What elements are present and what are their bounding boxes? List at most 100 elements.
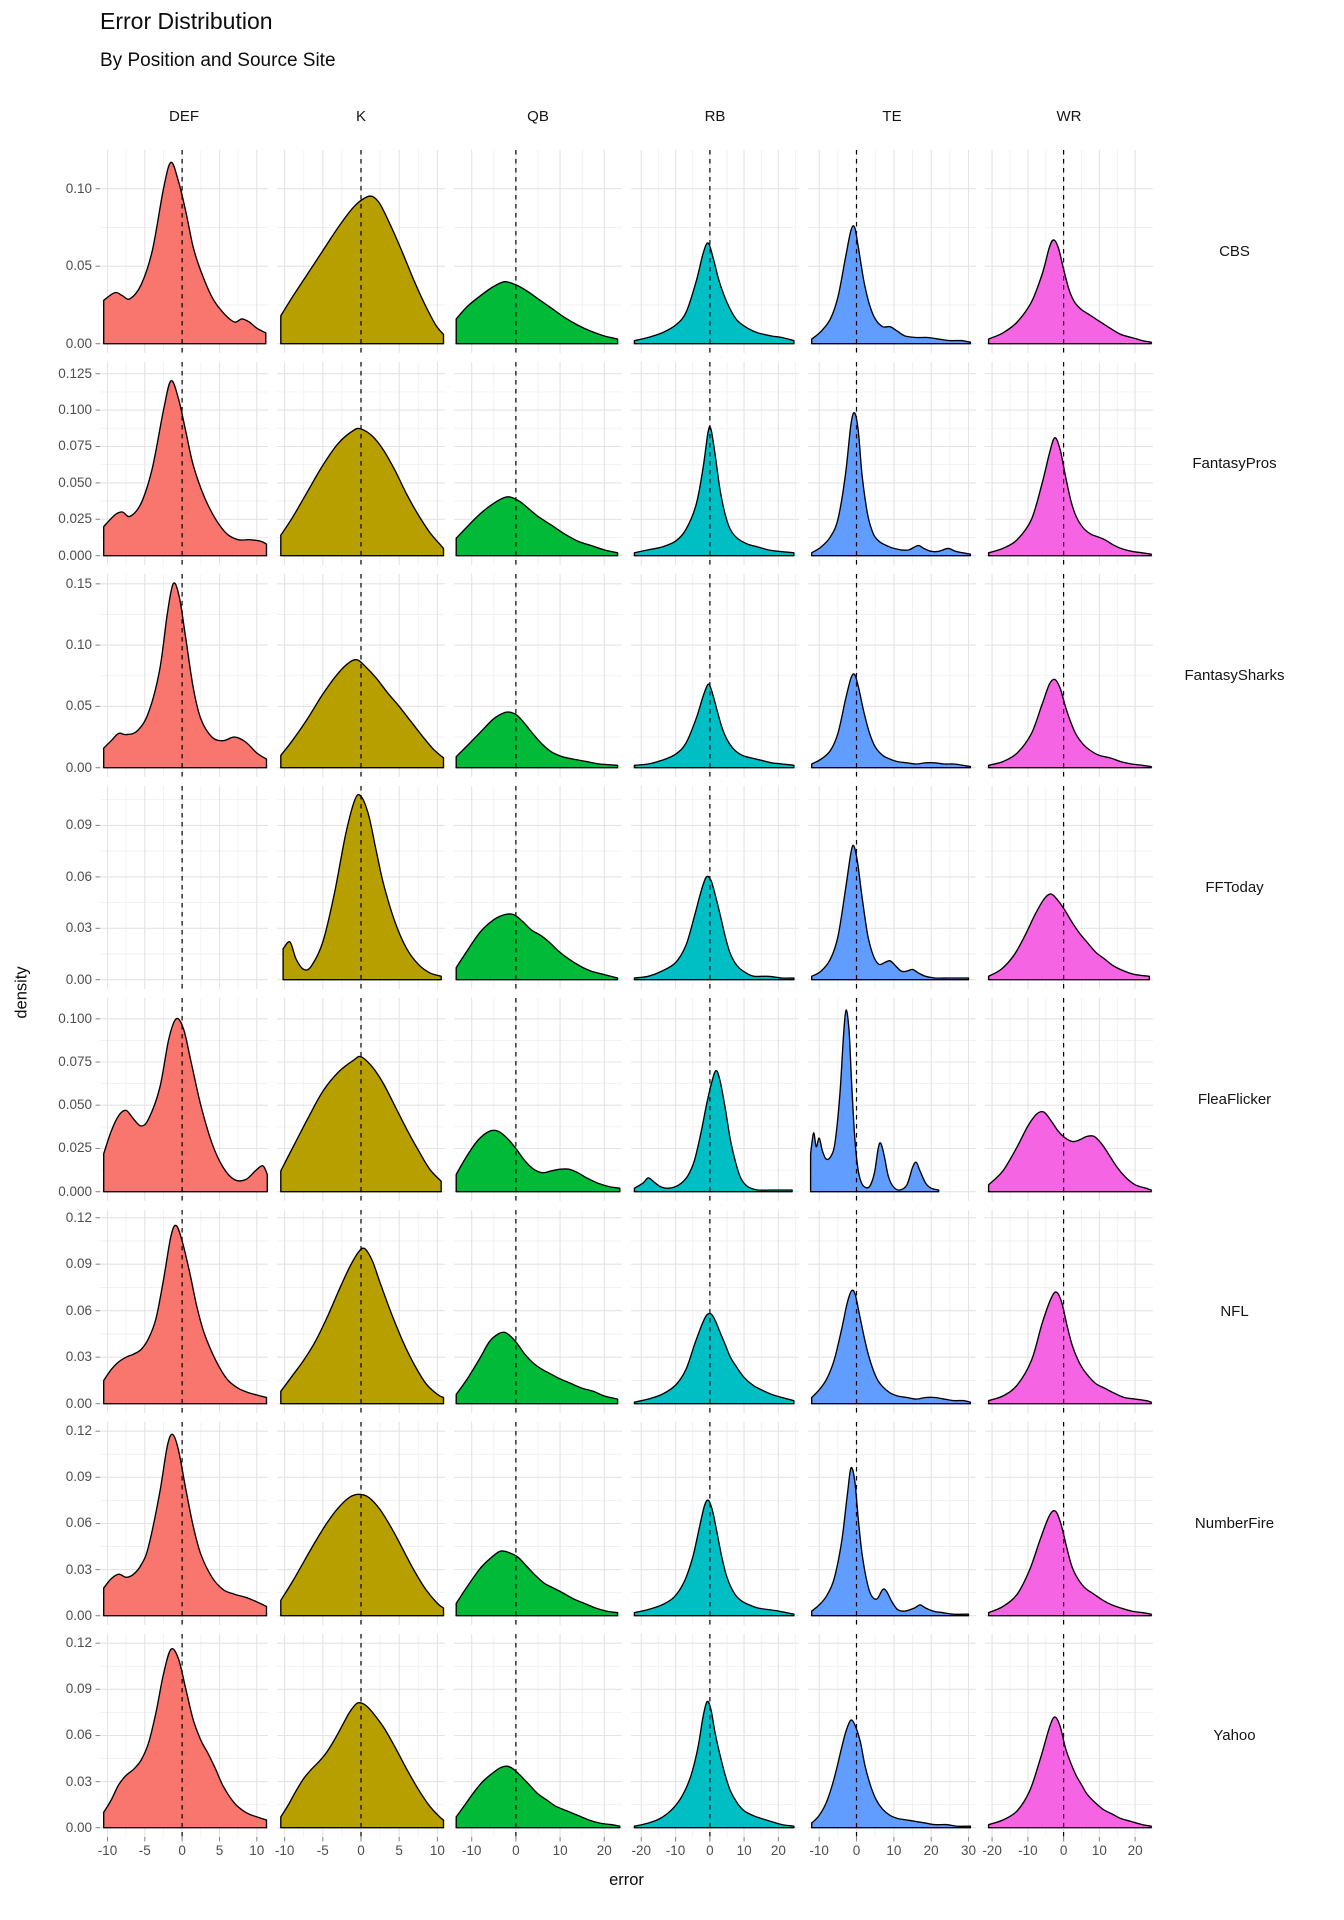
density-area-K (280, 1493, 445, 1617)
density-area-K (280, 658, 445, 769)
density-area-TE (811, 225, 972, 345)
panel-CBS-K (277, 150, 445, 353)
y-tick-label: 0.00 (65, 971, 92, 987)
density-area-TE (811, 673, 972, 769)
panel-CBS-WR (985, 150, 1153, 353)
y-tick-label: 0.075 (58, 1053, 92, 1069)
density-area-QB (455, 1550, 619, 1617)
panel-FantasySharks-WR (985, 574, 1153, 777)
x-tick-label: 20 (923, 1843, 939, 1858)
panel-Yahoo-WR (985, 1634, 1153, 1842)
panel-FFToday-RB (631, 786, 799, 989)
panel-FantasySharks-QB (454, 574, 622, 777)
panel-FantasyPros-RB (631, 362, 799, 565)
density-area-WR (987, 678, 1152, 769)
y-tick-label: 0.00 (65, 1819, 92, 1835)
panel-NumberFire-TE (808, 1422, 976, 1625)
density-area-DEF (103, 582, 268, 769)
density-area-DEF (103, 1224, 268, 1405)
row-strip-FantasySharks: FantasySharks (1184, 667, 1285, 684)
panel-NumberFire-WR (985, 1422, 1153, 1625)
col-strip-RB: RB (704, 108, 726, 125)
density-area-WR (987, 1510, 1152, 1617)
density-area-RB (633, 1312, 795, 1405)
y-tick-label: 0.00 (65, 759, 92, 775)
y-tick-label: 0.15 (65, 575, 92, 591)
panel-FleaFlicker-TE (808, 998, 976, 1201)
panel-FantasySharks-TE (808, 574, 976, 777)
density-area-TE (811, 844, 970, 981)
y-tick-label: 0.00 (65, 335, 92, 351)
y-tick-label: 0.12 (65, 1635, 92, 1651)
y-tick-label: 0.00 (65, 1395, 92, 1411)
density-area-WR (987, 1716, 1152, 1829)
panel-FleaFlicker-RB (631, 998, 799, 1201)
density-area-QB (455, 281, 619, 345)
density-area-QB (455, 1331, 619, 1405)
panel-FFToday-TE (808, 786, 976, 989)
row-strip-FFToday: FFToday (1205, 879, 1264, 896)
y-tick-label: 0.050 (58, 474, 92, 490)
panel-FantasyPros-K (277, 362, 445, 565)
density-area-TE (811, 1289, 972, 1405)
x-tick-label: -10 (1018, 1843, 1038, 1858)
panel-gridlines (454, 1422, 622, 1625)
density-area-QB (455, 496, 619, 557)
panel-CBS-DEF (95, 150, 268, 353)
panel-CBS-TE (808, 150, 976, 353)
x-tick-label: 0 (706, 1843, 714, 1858)
row-strip-CBS: CBS (1219, 243, 1250, 260)
density-area-QB (455, 913, 619, 981)
panel-FFToday-K (277, 786, 445, 989)
panel-FantasySharks-DEF (95, 574, 268, 777)
row-strip-FleaFlicker: FleaFlicker (1197, 1091, 1272, 1108)
density-area-WR (987, 437, 1152, 557)
y-tick-label: 0.12 (65, 1423, 92, 1439)
panel-NFL-TE (808, 1210, 976, 1413)
y-tick-label: 0.05 (65, 258, 92, 274)
x-tick-label: -10 (461, 1843, 482, 1858)
x-tick-label: 20 (770, 1843, 786, 1858)
panel-CBS-QB (454, 150, 622, 353)
panel-Yahoo-QB (454, 1634, 622, 1842)
y-tick-label: 0.10 (65, 637, 92, 653)
y-tick-label: 0.00 (65, 1607, 92, 1623)
x-tick-label: 10 (736, 1843, 752, 1858)
density-area-RB (633, 242, 795, 345)
x-tick-label: 10 (1091, 1843, 1107, 1858)
panel-NumberFire-K (277, 1422, 445, 1625)
panel-NumberFire-RB (631, 1422, 799, 1625)
col-strip-TE: TE (882, 108, 902, 125)
panel-Yahoo-RB (631, 1634, 799, 1842)
density-area-K (282, 793, 442, 981)
y-tick-label: 0.025 (58, 1140, 92, 1156)
x-tick-label: -10 (809, 1843, 829, 1858)
x-tick-label: 0 (357, 1843, 365, 1858)
x-tick-label: 20 (1127, 1843, 1143, 1858)
x-tick-label: 5 (395, 1843, 403, 1858)
y-tick-label: 0.09 (65, 817, 92, 833)
y-tick-label: 0.06 (65, 868, 92, 884)
x-tick-label: -20 (982, 1843, 1002, 1858)
panel-Yahoo-K (277, 1634, 445, 1842)
x-tick-label: 10 (886, 1843, 902, 1858)
panel-FFToday-DEF (95, 786, 268, 989)
col-strip-K: K (355, 108, 366, 125)
density-area-WR (987, 1291, 1152, 1405)
y-tick-label: 0.06 (65, 1302, 92, 1318)
x-tick-label: -20 (631, 1843, 652, 1858)
row-strip-NFL: NFL (1220, 1303, 1249, 1320)
y-tick-label: 0.06 (65, 1727, 92, 1743)
x-tick-label: -10 (97, 1843, 118, 1858)
y-tick-label: 0.000 (58, 1183, 92, 1199)
density-area-K (280, 1247, 445, 1405)
panel-FantasySharks-RB (631, 574, 799, 777)
density-area-DEF (103, 1433, 268, 1617)
panel-NumberFire-QB (454, 1422, 622, 1625)
panel-gridlines (985, 574, 1153, 777)
density-area-RB (633, 1700, 795, 1829)
y-tick-label: 0.03 (65, 1561, 92, 1577)
y-tick-label: 0.09 (65, 1469, 92, 1485)
density-area-DEF (103, 161, 267, 345)
